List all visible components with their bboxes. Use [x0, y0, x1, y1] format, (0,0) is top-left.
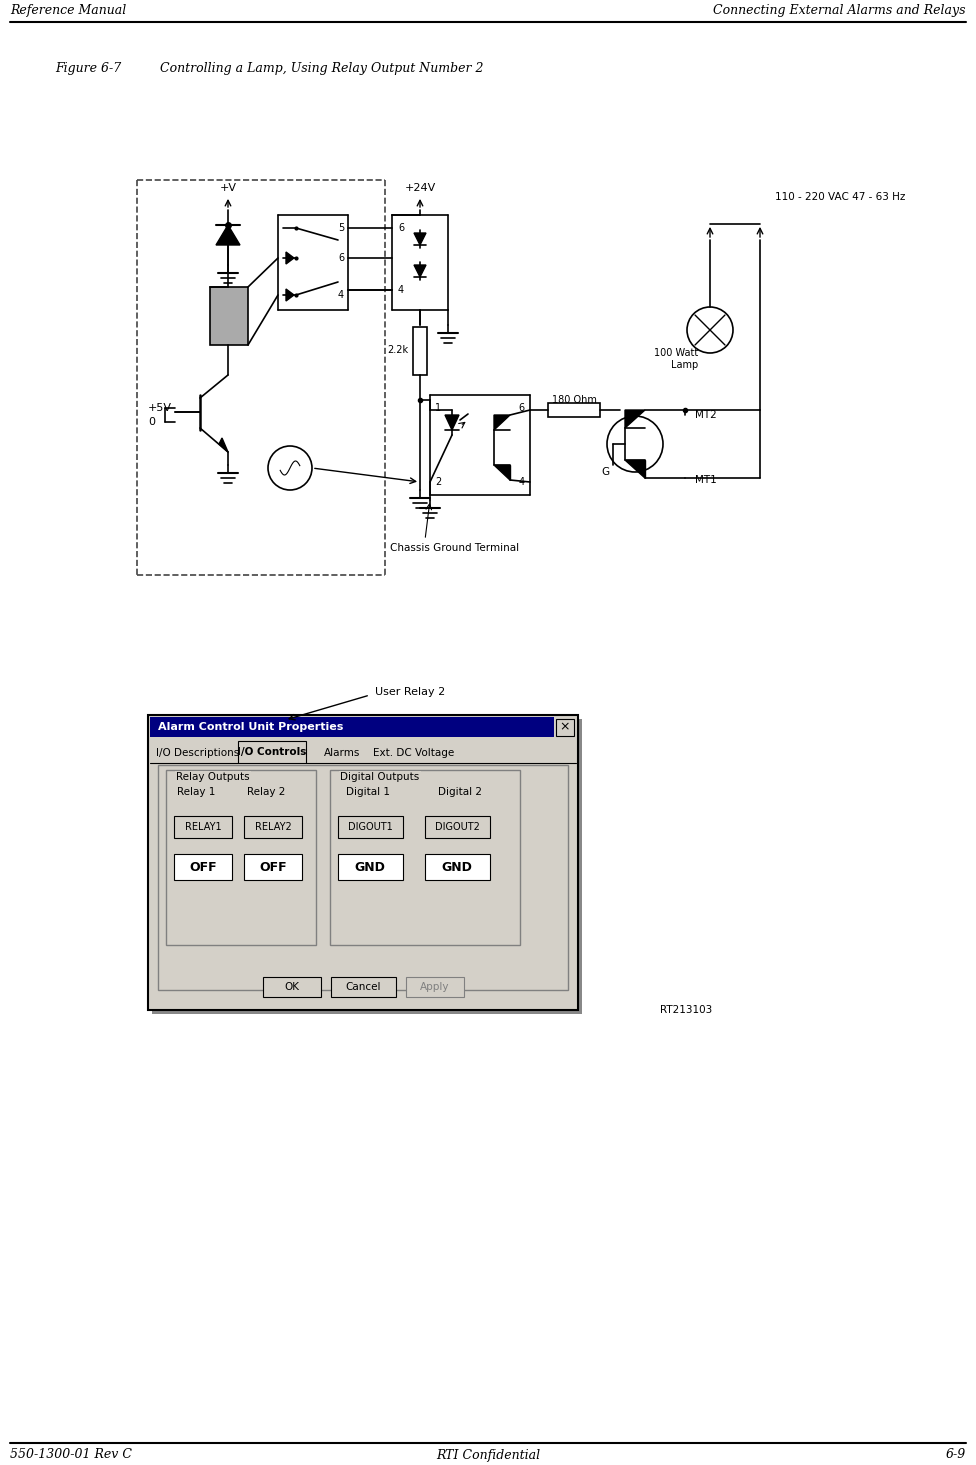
Polygon shape — [216, 226, 240, 245]
Text: Ext. DC Voltage: Ext. DC Voltage — [373, 749, 454, 757]
Text: 550-1300-01 Rev C: 550-1300-01 Rev C — [10, 1449, 132, 1462]
Bar — [158, 765, 568, 990]
Bar — [150, 716, 554, 737]
Text: G: G — [601, 467, 609, 478]
Bar — [425, 816, 490, 838]
Text: Relay 2: Relay 2 — [247, 787, 285, 797]
Text: 180 Ohm: 180 Ohm — [551, 396, 596, 404]
Text: DIGOUT2: DIGOUT2 — [434, 822, 479, 832]
Polygon shape — [494, 464, 510, 481]
Text: OFF: OFF — [260, 860, 287, 873]
Text: Chassis Ground Terminal: Chassis Ground Terminal — [390, 544, 519, 552]
Text: Alarm Control Unit Properties: Alarm Control Unit Properties — [158, 722, 344, 732]
Text: Relay 1: Relay 1 — [177, 787, 215, 797]
Bar — [244, 854, 302, 880]
Bar — [338, 854, 403, 880]
Text: DIGOUT1: DIGOUT1 — [347, 822, 392, 832]
Text: 0: 0 — [148, 418, 155, 426]
Polygon shape — [286, 252, 294, 264]
Text: 2: 2 — [435, 478, 441, 486]
Text: 5: 5 — [338, 223, 344, 233]
Text: MT1: MT1 — [695, 475, 716, 485]
Bar — [210, 287, 248, 344]
Bar — [338, 816, 403, 838]
Polygon shape — [414, 265, 426, 277]
Bar — [331, 977, 396, 998]
Text: 6: 6 — [338, 253, 344, 264]
Text: 6: 6 — [398, 223, 404, 233]
Text: Connecting External Alarms and Relays: Connecting External Alarms and Relays — [713, 3, 966, 16]
Text: 4: 4 — [519, 478, 525, 486]
Text: MT2: MT2 — [695, 410, 716, 420]
Text: GND: GND — [354, 860, 386, 873]
Polygon shape — [219, 438, 228, 453]
Text: OK: OK — [284, 982, 300, 992]
Text: 1: 1 — [435, 403, 441, 413]
Text: +5V: +5V — [148, 403, 172, 413]
Text: Alarms: Alarms — [324, 749, 360, 757]
Text: Digital Outputs: Digital Outputs — [340, 772, 420, 782]
Bar — [238, 741, 306, 763]
Polygon shape — [414, 233, 426, 245]
Text: Digital 2: Digital 2 — [438, 787, 482, 797]
Text: Figure 6-7: Figure 6-7 — [55, 62, 121, 75]
Text: ×: × — [560, 721, 570, 734]
Bar — [556, 719, 574, 735]
Text: User Relay 2: User Relay 2 — [375, 687, 445, 697]
Bar — [166, 771, 316, 945]
Polygon shape — [625, 410, 645, 428]
Text: 6-9: 6-9 — [946, 1449, 966, 1462]
Text: Digital 1: Digital 1 — [346, 787, 390, 797]
Bar — [406, 977, 464, 998]
Text: I/O Controls: I/O Controls — [237, 747, 306, 757]
Text: OFF: OFF — [189, 860, 217, 873]
Text: RELAY1: RELAY1 — [184, 822, 222, 832]
Text: Relay Outputs: Relay Outputs — [176, 772, 250, 782]
Text: Apply: Apply — [421, 982, 450, 992]
Bar — [148, 715, 578, 1009]
Bar — [548, 403, 600, 418]
Text: Controlling a Lamp, Using Relay Output Number 2: Controlling a Lamp, Using Relay Output N… — [160, 62, 483, 75]
Polygon shape — [445, 415, 459, 431]
Bar — [174, 816, 232, 838]
Bar — [263, 977, 321, 998]
Text: RTI Confidential: RTI Confidential — [436, 1449, 540, 1462]
Text: 6: 6 — [519, 403, 525, 413]
Text: GND: GND — [441, 860, 472, 873]
Bar — [152, 719, 582, 1014]
Polygon shape — [494, 415, 510, 431]
Bar — [413, 327, 427, 375]
Text: Cancel: Cancel — [346, 982, 381, 992]
Text: 100 Watt
Lamp: 100 Watt Lamp — [654, 349, 698, 369]
Text: +24V: +24V — [404, 183, 435, 193]
Bar — [330, 771, 520, 945]
Text: 2.2k: 2.2k — [386, 344, 408, 355]
Text: 4: 4 — [398, 286, 404, 294]
Polygon shape — [625, 460, 645, 478]
Text: RELAY2: RELAY2 — [255, 822, 292, 832]
Bar — [244, 816, 302, 838]
Polygon shape — [286, 289, 294, 300]
Text: 110 - 220 VAC 47 - 63 Hz: 110 - 220 VAC 47 - 63 Hz — [775, 192, 906, 202]
Bar — [425, 854, 490, 880]
Text: Reference Manual: Reference Manual — [10, 3, 126, 16]
Text: I/O Descriptions: I/O Descriptions — [156, 749, 239, 757]
Text: 4: 4 — [338, 290, 344, 300]
Text: +V: +V — [220, 183, 236, 193]
Bar — [174, 854, 232, 880]
Text: RT213103: RT213103 — [660, 1005, 712, 1015]
